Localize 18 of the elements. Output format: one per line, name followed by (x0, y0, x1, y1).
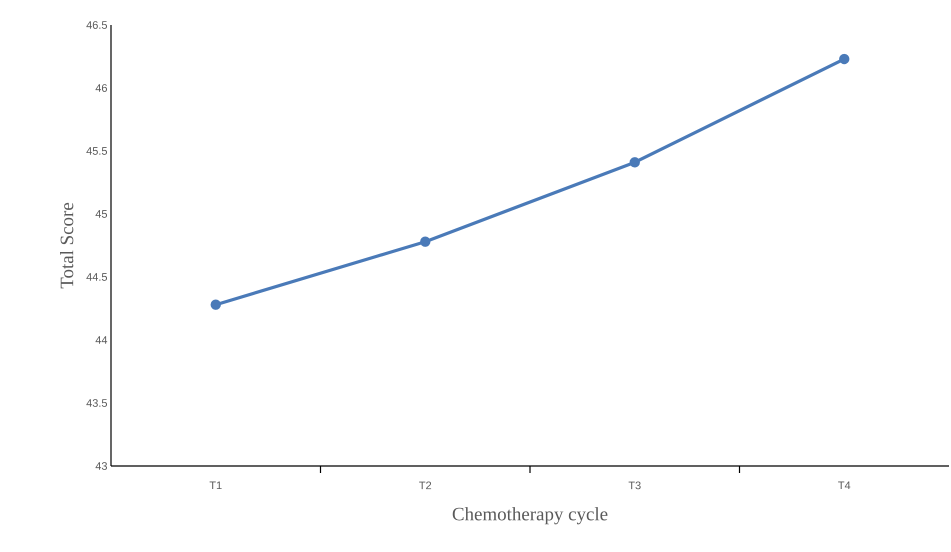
y-tick-label: 45.5 (86, 147, 108, 155)
point (839, 54, 850, 64)
x-tick-label: T2 (419, 482, 432, 490)
y-axis-title: Total Score (60, 202, 74, 288)
y-tick-label: 43 (96, 462, 107, 470)
y-tick-label: 46.5 (86, 21, 108, 29)
point (210, 300, 221, 310)
y-tick-label: 43.5 (86, 399, 108, 407)
point (420, 236, 430, 247)
y-tick-label: 44 (96, 336, 108, 344)
y-tick-label: 45 (96, 210, 108, 218)
point (630, 157, 640, 168)
x-tick-label: T1 (210, 482, 222, 490)
y-tick-label: 46 (96, 84, 107, 92)
x-tick-label: T3 (628, 482, 641, 490)
y-tick-label: 44.5 (86, 273, 108, 281)
x-axis-title: Chemotherapy cycle (452, 507, 608, 524)
x-tick-label: T4 (838, 482, 850, 490)
